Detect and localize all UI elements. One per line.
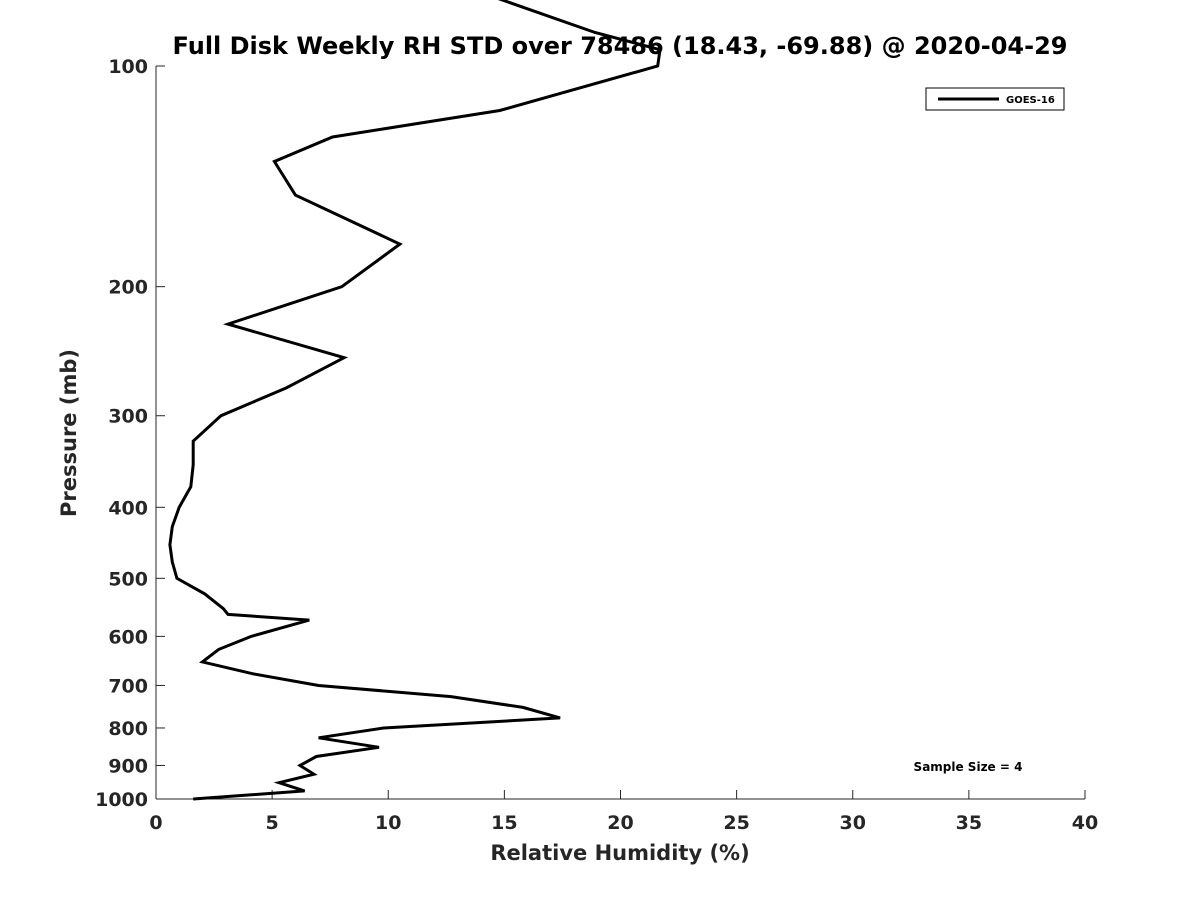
y-tick-label: 200 xyxy=(108,277,148,299)
y-tick-label: 1000 xyxy=(95,789,148,811)
y-tick-label: 400 xyxy=(108,497,148,519)
y-tick-label: 500 xyxy=(108,568,148,590)
y-tick-label: 700 xyxy=(108,675,148,697)
y-tick-label: 300 xyxy=(108,406,148,428)
y-tick-label: 600 xyxy=(108,626,148,648)
x-axis-label: Relative Humidity (%) xyxy=(490,841,749,865)
y-tick-label: 900 xyxy=(108,755,148,777)
plot-area xyxy=(168,0,662,801)
x-tick-label: 25 xyxy=(723,812,749,834)
x-tick-label: 15 xyxy=(491,812,517,834)
x-tick-label: 40 xyxy=(1072,812,1098,834)
y-tick-label: 100 xyxy=(108,56,148,78)
y-axis-ticks: 100 200 300 400 500 600 700 800 900 1000 xyxy=(95,56,165,811)
x-tick-label: 30 xyxy=(840,812,866,834)
x-tick-label: 10 xyxy=(375,812,401,834)
y-axis-label: Pressure (mb) xyxy=(57,349,81,517)
sample-size-annotation: Sample Size = 4 xyxy=(914,760,1023,774)
axes xyxy=(155,66,1085,800)
chart-title: Full Disk Weekly RH STD over 78486 (18.4… xyxy=(173,32,1068,60)
x-tick-label: 5 xyxy=(266,812,279,834)
x-axis-ticks: 0 5 10 15 20 25 30 35 40 xyxy=(149,790,1098,834)
x-tick-label: 0 xyxy=(149,812,162,834)
series-line-goes-16 xyxy=(168,0,662,801)
legend: GOES-16 xyxy=(925,87,1065,111)
y-tick-label: 800 xyxy=(108,718,148,740)
legend-label-goes-16: GOES-16 xyxy=(1006,95,1055,106)
x-tick-label: 20 xyxy=(607,812,633,834)
x-tick-label: 35 xyxy=(956,812,982,834)
